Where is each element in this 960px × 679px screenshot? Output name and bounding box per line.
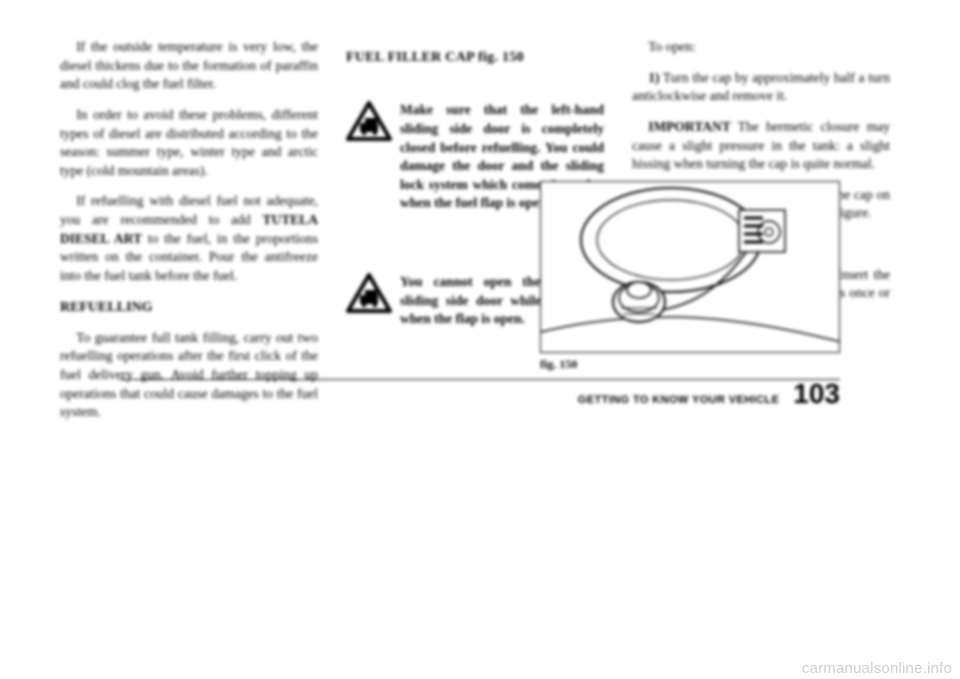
text-bold: IMPORTANT (648, 119, 731, 134)
text: Turn the cap by approximately half a tur… (632, 70, 890, 104)
footer-label: GETTING TO KNOW YOUR VEHICLE (578, 394, 779, 406)
text-bold: 1) (648, 70, 659, 85)
footer: GETTING TO KNOW YOUR VEHICLE 103 (60, 378, 900, 410)
warning-triangle-icon (346, 273, 392, 313)
figure-150: fig. 150 (540, 181, 840, 372)
column-1: If the outside temperature is very low, … (60, 38, 318, 434)
figure-caption: fig. 150 (540, 357, 577, 371)
heading-fuel-cap: FUEL FILLER CAP fig. 150 (346, 48, 604, 67)
para: If refuelling with diesel fuel not adequ… (60, 192, 318, 285)
para: If the outside temperature is very low, … (60, 38, 318, 94)
watermark: carmanualsonline.info (802, 660, 952, 677)
para: To open: (632, 38, 890, 57)
para: 1) Turn the cap by approximately half a … (632, 69, 890, 106)
figure-frame (540, 181, 840, 353)
para: IMPORTANT The hermetic closure may cause… (632, 118, 890, 174)
page-number: 103 (793, 378, 840, 409)
para: In order to avoid these problems, differ… (60, 106, 318, 181)
heading-refuelling: REFUELLING (60, 298, 318, 317)
warning-triangle-icon (346, 101, 392, 141)
